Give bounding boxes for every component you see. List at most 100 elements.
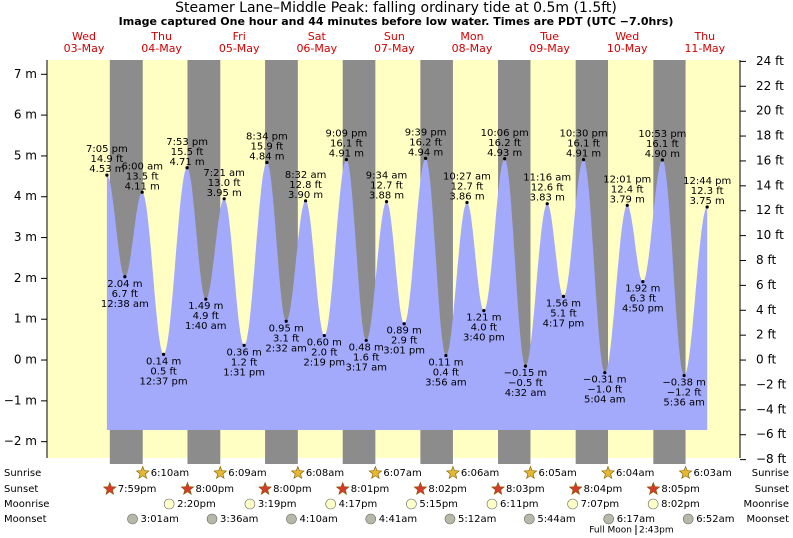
- tide-label: 4.93 m: [487, 148, 522, 159]
- moonset-icon: [127, 513, 138, 525]
- moonset-time: 3:01am: [141, 514, 179, 525]
- tide-label: −0.5 ft: [508, 378, 543, 389]
- tide-label: 2.0 ft: [311, 348, 337, 359]
- tide-point: [105, 173, 109, 177]
- tide-label: 16.1 ft: [567, 139, 600, 150]
- tide-label: 4.91 m: [566, 149, 601, 160]
- tide-label: 4.11 m: [125, 181, 160, 192]
- day-date: 04-May: [141, 42, 182, 55]
- tide-label: 5.1 ft: [550, 308, 576, 319]
- tide-label: 5:04 am: [584, 395, 626, 406]
- chart-subtitle: Image captured One hour and 44 minutes b…: [119, 15, 674, 28]
- tide-label: 16.1 ft: [646, 139, 679, 150]
- tide-label: 15.9 ft: [251, 141, 284, 152]
- moonrise-icon: [163, 498, 175, 510]
- tide-label: 3:01 pm: [383, 346, 425, 357]
- tide-point: [242, 343, 246, 347]
- tide-label: 0.4 ft: [433, 368, 459, 379]
- tide-label: 0.48 m: [349, 342, 384, 353]
- tide-label: 7:21 am: [203, 168, 245, 179]
- chart-title: Steamer Lane–Middle Peak: falling ordina…: [175, 0, 617, 16]
- day-name: Wed: [615, 30, 639, 43]
- tide-label: 3.90 m: [288, 190, 323, 201]
- tide-label: 1.56 m: [546, 298, 581, 309]
- moonset-time: 4:10am: [299, 514, 337, 525]
- moonrise-time: 3:19pm: [258, 499, 297, 510]
- tide-label: 4.0 ft: [471, 323, 497, 334]
- sun-icon: [568, 481, 583, 495]
- y2-tick-label: 12 ft: [756, 203, 784, 217]
- sun-icon: [678, 465, 693, 479]
- tide-label: 3.88 m: [369, 191, 404, 202]
- y2-tick-label: 16 ft: [756, 153, 784, 167]
- moonset-icon: [286, 513, 297, 525]
- tide-point: [284, 319, 288, 323]
- day-date: 11-May: [684, 42, 725, 55]
- tide-label: 4.94 m: [408, 147, 443, 158]
- sunset-time: 8:04pm: [584, 484, 623, 495]
- tide-label: 12.3 ft: [691, 186, 724, 197]
- tide-label: 0.95 m: [269, 323, 304, 334]
- moonrise-time: 5:15pm: [419, 499, 458, 510]
- tide-label: 12:44 pm: [683, 176, 731, 187]
- day-date: 05-May: [219, 42, 260, 55]
- tide-label: 16.2 ft: [409, 137, 442, 148]
- tide-label: 14.9 ft: [91, 154, 124, 165]
- moonrise-icon: [567, 498, 578, 510]
- sunrise-time: 6:07am: [383, 468, 421, 479]
- tide-label: 3:17 am: [345, 362, 387, 373]
- day-name: Wed: [72, 30, 96, 43]
- row-label: Moonset: [4, 514, 47, 525]
- y2-tick-label: 6 ft: [756, 278, 776, 292]
- tide-label: 4:32 am: [505, 388, 547, 399]
- y-tick-label: 0 m: [14, 353, 37, 367]
- sun-icon: [180, 481, 195, 495]
- tide-point: [682, 373, 686, 378]
- moonrise-icon: [406, 498, 417, 510]
- tide-label: 8:32 am: [285, 170, 327, 181]
- tide-point: [581, 158, 586, 162]
- moonset-icon: [603, 513, 615, 525]
- tide-label: 13.0 ft: [208, 178, 241, 189]
- sunrise-time: 6:05am: [538, 468, 576, 479]
- day-date: 06-May: [296, 42, 337, 55]
- tide-label: 0.89 m: [387, 326, 422, 337]
- y2-tick-label: 24 ft: [756, 54, 784, 68]
- tide-point: [444, 353, 448, 358]
- moonset-time: 5:12am: [458, 514, 496, 525]
- tide-label: 4.90 m: [645, 149, 680, 160]
- row-label: Moonrise: [4, 499, 49, 510]
- sunrise-time: 6:08am: [306, 468, 344, 479]
- day-name: Sat: [308, 30, 327, 43]
- y2-tick-label: 2 ft: [756, 328, 776, 342]
- tide-point: [265, 160, 269, 165]
- sun-icon: [523, 465, 538, 479]
- sunrise-time: 6:10am: [151, 468, 189, 479]
- sunrise-time: 6:06am: [461, 468, 499, 479]
- tide-label: 12.8 ft: [289, 180, 322, 191]
- full-moon-time: 2:43pm: [639, 526, 674, 536]
- y-tick-label: 5 m: [14, 148, 37, 162]
- moonrise-time: 2:20pm: [177, 499, 216, 510]
- y-tick-label: 6 m: [14, 108, 37, 122]
- sun-icon: [213, 465, 228, 479]
- tide-label: 0.36 m: [227, 347, 262, 358]
- moonrise-icon: [244, 498, 256, 510]
- tide-label: 4.53 m: [89, 164, 124, 175]
- moonset-time: 4:41am: [379, 514, 417, 525]
- moonset-time: 6:17am: [617, 514, 655, 525]
- y2-tick-label: 8 ft: [756, 253, 776, 267]
- row-label: Sunset: [4, 484, 38, 495]
- tide-point: [545, 202, 549, 206]
- y-tick-label: 2 m: [14, 271, 37, 285]
- tide-point: [402, 322, 406, 326]
- sun-icon: [413, 481, 428, 495]
- y-tick-label: 4 m: [14, 189, 37, 203]
- moonset-icon: [206, 513, 218, 525]
- moonset-icon: [444, 513, 456, 525]
- tide-label: 12:01 pm: [603, 174, 651, 185]
- sunrise-time: 6:03am: [694, 468, 732, 479]
- y-tick-label: 7 m: [14, 67, 37, 81]
- tide-label: 15.5 ft: [171, 147, 204, 158]
